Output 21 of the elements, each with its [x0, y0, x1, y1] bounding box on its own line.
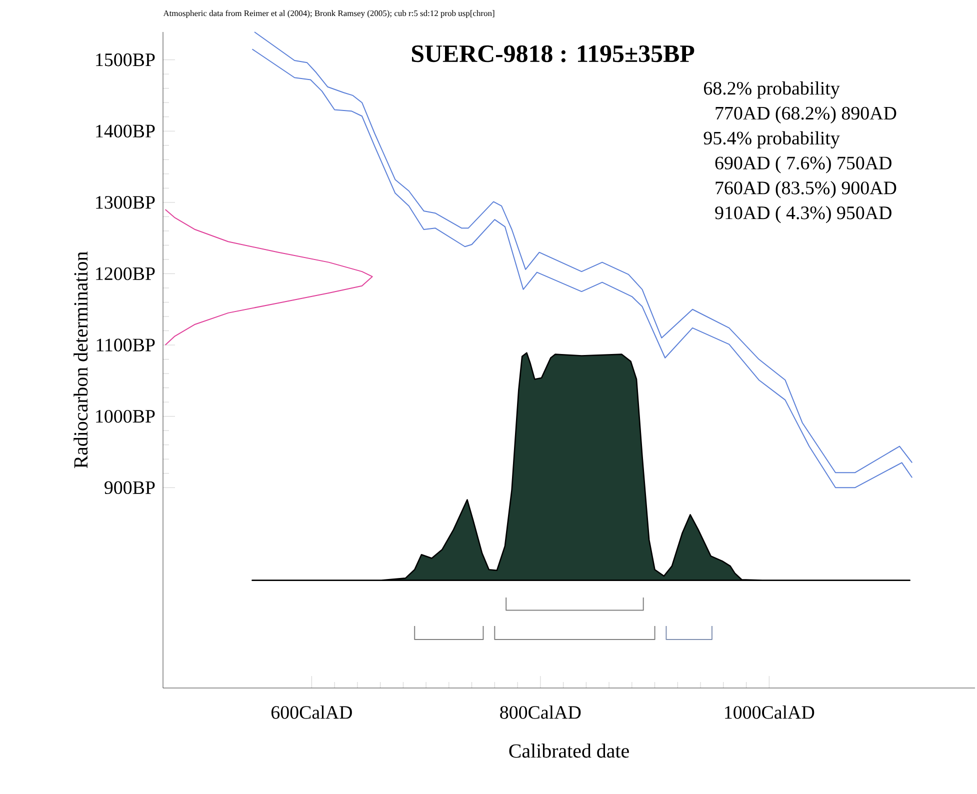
annotation: 68.2% probability: [704, 81, 840, 99]
y-tick-label: 1200BP: [96, 267, 155, 280]
chart-title: SUERC-9818 : 1195±35BP: [412, 45, 694, 62]
y-tick-label: 1100BP: [96, 338, 155, 352]
y-tick-label: 1400BP: [96, 124, 155, 138]
annotation: 690AD ( 7.6%) 750AD: [715, 156, 892, 174]
y-tick-label: 1000BP: [96, 410, 155, 423]
x-axis-title: Calibrated date: [509, 744, 629, 758]
line-series: [164, 209, 373, 346]
y-tick-label: 1300BP: [96, 196, 155, 209]
annotation: 760AD (83.5%) 900AD: [716, 181, 896, 198]
annotation: 95.4% probability: [704, 131, 840, 148]
y-axis-title: Radiocarbon determination: [74, 252, 88, 468]
text: Atmospheric data from Reimer et al (2004); Bronk Ramsey (2005); cub r:5 sd:12 prob usp[chron]: [163, 10, 494, 18]
annotation: 770AD (68.2%) 890AD: [716, 106, 896, 124]
x-tick-label: 600CalAD: [271, 706, 352, 719]
x-tick-label: 1000CalAD: [725, 706, 814, 719]
y-tick-label: 900BP: [104, 481, 155, 494]
annotation: 910AD ( 4.3%) 950AD: [715, 206, 892, 224]
x-tick-label: 800CalAD: [500, 706, 581, 719]
y-tick-label: 1500BP: [96, 53, 155, 66]
